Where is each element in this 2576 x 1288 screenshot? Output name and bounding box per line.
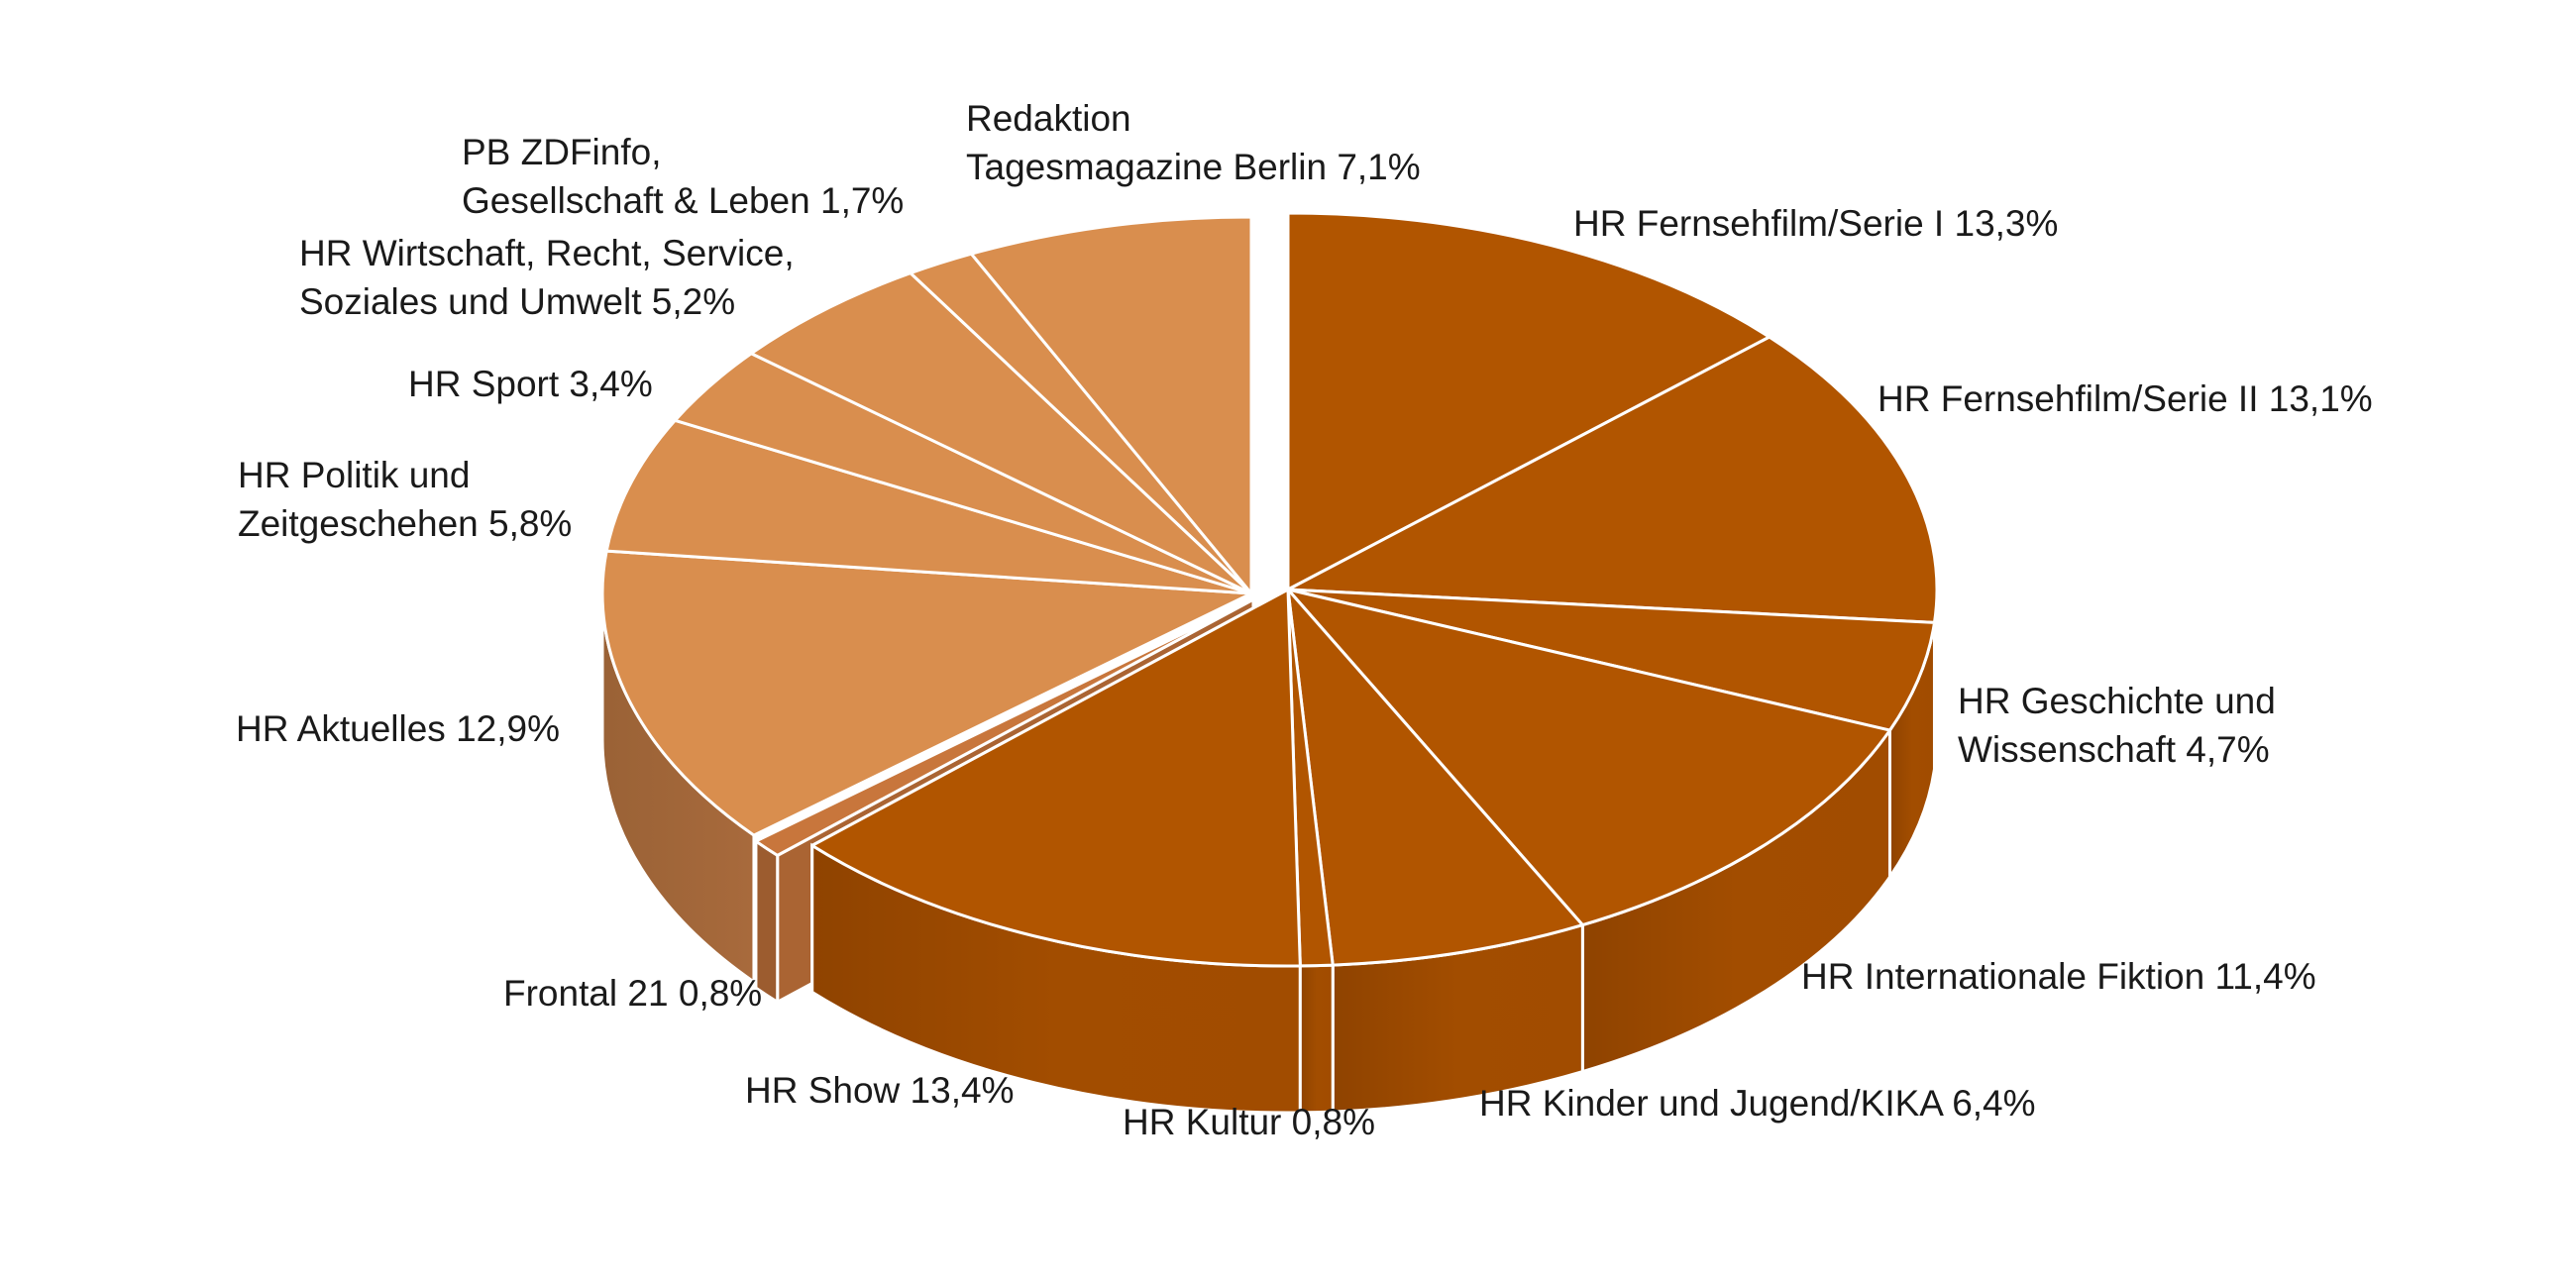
slice-label: HR Geschichte und Wissenschaft 4,7% bbox=[1958, 681, 2276, 770]
slice-label: HR Wirtschaft, Recht, Service, Soziales u… bbox=[299, 233, 795, 322]
slice-label: HR Kultur 0,8% bbox=[1123, 1102, 1375, 1142]
pie-slice-hr-politik-und-zeitgeschehen bbox=[604, 418, 1253, 595]
pie-slice-hr-internationale-fiktion bbox=[1286, 588, 1891, 927]
slice-label: Redaktion Tagesmagazine Berlin 7,1% bbox=[966, 98, 1421, 187]
slice-label-line: Redaktion bbox=[966, 98, 1131, 139]
slice-label-line: HR Geschichte und bbox=[1958, 681, 2276, 721]
slice-label: HR Show 13,4% bbox=[745, 1070, 1014, 1111]
slice-label: HR Fernsehfilm/Serie I 13,3% bbox=[1573, 203, 2058, 244]
slice-labels: HR Fernsehfilm/Serie I 13,3% HR Fernsehfi… bbox=[236, 98, 2373, 1142]
slice-label-line: Tagesmagazine Berlin 7,1% bbox=[966, 147, 1421, 187]
slice-label-line: Soziales und Umwelt 5,2% bbox=[299, 281, 735, 322]
pie-slices bbox=[600, 211, 1939, 968]
slice-label: HR Politik und Zeitgeschehen 5,8% bbox=[238, 455, 572, 544]
pie-slice-hr-kinder-und-jugend-kika bbox=[1286, 588, 1584, 967]
slice-label-line: HR Aktuelles 12,9% bbox=[236, 708, 560, 749]
pie-slice-hr-fernsehfilm-serie-i bbox=[1286, 211, 1771, 591]
slice-label-line: Gesellschaft & Leben 1,7% bbox=[462, 180, 904, 221]
slice-label-line: HR Kinder und Jugend/KIKA 6,4% bbox=[1479, 1083, 2036, 1124]
slice-label: HR Aktuelles 12,9% bbox=[236, 708, 560, 749]
slice-label-line: HR Kultur 0,8% bbox=[1123, 1102, 1375, 1142]
pie-slice-hr-wirtschaft-recht-service-soziales-und-umwelt bbox=[749, 271, 1253, 595]
pie-slice-frontal-21 bbox=[754, 597, 1255, 857]
slice-label-line: PB ZDFinfo, bbox=[462, 132, 662, 172]
pie-slice-side bbox=[1298, 963, 1335, 1115]
slice-label: HR Sport 3,4% bbox=[408, 364, 653, 404]
slice-label-line: Wissenschaft 4,7% bbox=[1958, 729, 2270, 770]
slice-label-line: HR Fernsehfilm/Serie I 13,3% bbox=[1573, 203, 2058, 244]
pie-slice-redaktion-tagesmagazine-berlin bbox=[969, 215, 1253, 595]
slice-label-line: Frontal 21 0,8% bbox=[503, 973, 762, 1014]
slice-label-line: HR Sport 3,4% bbox=[408, 364, 653, 404]
slice-label: Frontal 21 0,8% bbox=[503, 973, 762, 1014]
slice-label: HR Fernsehfilm/Serie II 13,1% bbox=[1878, 378, 2373, 419]
slice-label-line: HR Internationale Fiktion 11,4% bbox=[1801, 956, 2316, 997]
pie-slice-hr-show bbox=[810, 588, 1302, 968]
slice-label-line: Zeitgeschehen 5,8% bbox=[238, 503, 572, 544]
pie-slice-hr-aktuelles bbox=[600, 549, 1253, 837]
slice-label: HR Internationale Fiktion 11,4% bbox=[1801, 956, 2316, 997]
pie-slice-hr-fernsehfilm-serie-ii bbox=[1286, 335, 1939, 624]
pie-slice-hr-geschichte-und-wissenschaft bbox=[1286, 588, 1936, 732]
slice-label-line: HR Politik und bbox=[238, 455, 470, 495]
slice-label-line: HR Fernsehfilm/Serie II 13,1% bbox=[1878, 378, 2373, 419]
slice-label: PB ZDFinfo, Gesellschaft & Leben 1,7% bbox=[462, 132, 904, 221]
slice-label: HR Kinder und Jugend/KIKA 6,4% bbox=[1479, 1083, 2036, 1124]
slice-label-line: HR Wirtschaft, Recht, Service, bbox=[299, 233, 795, 273]
slice-label-line: HR Show 13,4% bbox=[745, 1070, 1014, 1111]
